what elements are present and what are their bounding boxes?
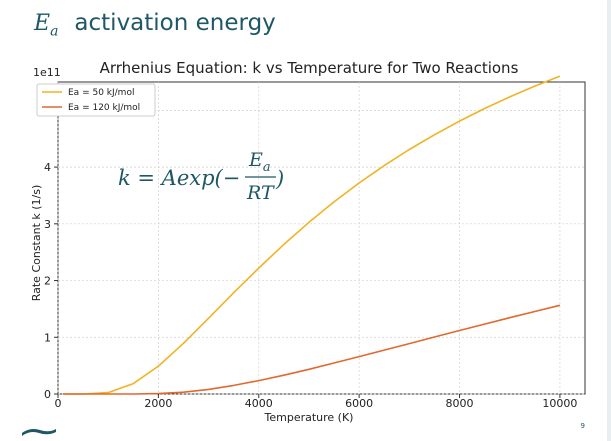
legend: Ea = 50 kJ/mol Ea = 120 kJ/mol xyxy=(36,83,156,117)
formula-annotation: k = Aexp(− Ea RT ) xyxy=(118,149,284,204)
title-symbol-letter: E xyxy=(34,11,51,36)
title-text: activation energy xyxy=(74,10,276,36)
slide-edge-strip xyxy=(607,0,611,441)
y-tick-label: 3 xyxy=(44,218,51,231)
formula-lhs: k = Aexp(− xyxy=(118,166,240,190)
y-tick-label: 2 xyxy=(44,275,51,288)
series-layer xyxy=(63,75,561,395)
legend-label-ea120: Ea = 120 kJ/mol xyxy=(68,103,140,113)
title-symbol: Ea xyxy=(34,11,58,39)
x-tick-label: 2000 xyxy=(144,397,172,410)
y-tick-label: 4 xyxy=(44,161,51,174)
x-tick-label: 6000 xyxy=(345,397,373,410)
chart-title: Arrhenius Equation: k vs Temperature for… xyxy=(100,59,519,77)
x-tick-label: 0 xyxy=(55,397,62,410)
x-tick-label: 8000 xyxy=(446,397,474,410)
y-tick-label: 0 xyxy=(44,388,51,401)
plot-area xyxy=(57,81,586,395)
company-logo-icon xyxy=(22,429,56,436)
x-axis-label: Temperature (K) xyxy=(264,411,354,424)
formula-denominator: RT xyxy=(246,182,275,204)
grid-layer xyxy=(57,82,585,395)
series-line-0 xyxy=(63,75,561,395)
formula-numerator: Ea xyxy=(248,149,271,175)
y-axis-label: Rate Constant k (1/s) xyxy=(30,185,43,302)
x-tick-label: 4000 xyxy=(245,397,273,410)
slide-title: Ea activation energy xyxy=(34,10,276,42)
formula-close-paren: ) xyxy=(275,167,284,191)
x-tick-label: 10000 xyxy=(542,397,577,410)
series-line-1 xyxy=(63,304,561,395)
axis-layer: 0200040006000800010000012345 xyxy=(44,104,577,410)
y-axis-multiplier: 1e11 xyxy=(33,66,61,79)
y-tick-label: 1 xyxy=(44,331,51,344)
title-symbol-subscript: a xyxy=(50,23,59,40)
slide-number: 9 xyxy=(580,422,585,430)
legend-label-ea50: Ea = 50 kJ/mol xyxy=(68,88,134,98)
legend-box xyxy=(36,83,156,117)
